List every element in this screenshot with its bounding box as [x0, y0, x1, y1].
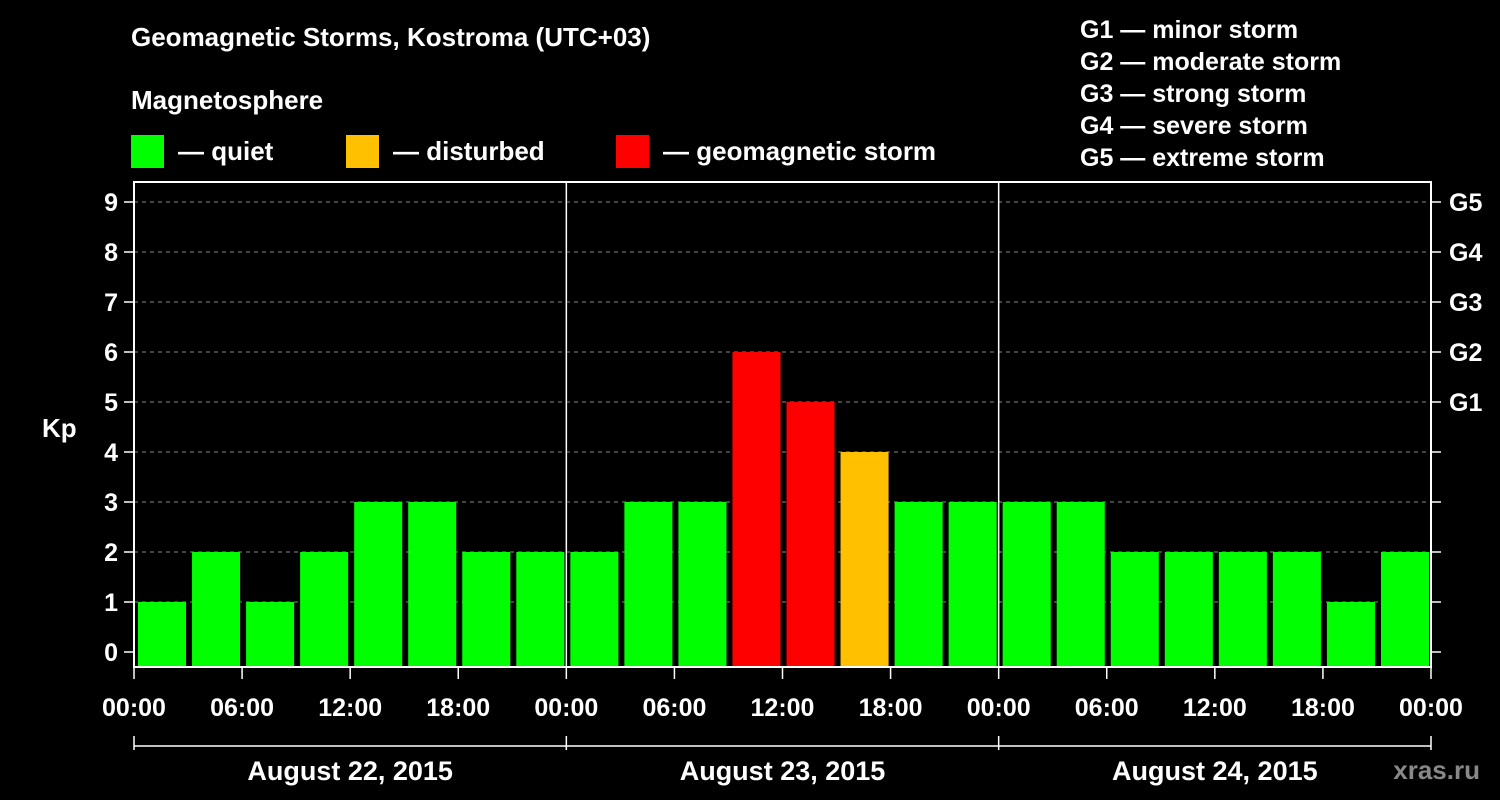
legend-swatch-storm [616, 134, 649, 168]
storm-scale-g2: G2 — moderate storm [1080, 48, 1342, 76]
x-tick-label-8: 00:00 [967, 694, 1031, 722]
kp-bar-19 [1164, 552, 1213, 667]
kp-bar-23 [1380, 552, 1429, 667]
y-tick-label-9: 9 [104, 189, 118, 217]
kp-bar-15 [948, 502, 997, 667]
y-axis-label: Kp [42, 413, 77, 443]
x-tick-label-0: 00:00 [102, 694, 166, 722]
kp-bar-4 [354, 502, 403, 667]
kp-bar-21 [1272, 552, 1321, 667]
y-tick-label-8: 8 [104, 239, 118, 267]
kp-bar-12 [786, 402, 835, 667]
kp-bar-7 [516, 552, 565, 667]
y-tick-label-4: 4 [104, 439, 118, 467]
storm-scale-g4: G4 — severe storm [1080, 112, 1308, 140]
right-axis-label-g1: G1 [1449, 389, 1482, 417]
y-tick-label-3: 3 [104, 489, 118, 517]
day-label-1: August 23, 2015 [680, 756, 886, 786]
right-axis-label-g4: G4 [1449, 239, 1482, 267]
right-axis-label-g3: G3 [1449, 289, 1482, 317]
x-tick-label-2: 12:00 [318, 694, 382, 722]
legend-swatch-quiet [131, 134, 164, 168]
storm-scale-legend: G1 — minor storm G2 — moderate storm G3 … [1080, 14, 1341, 174]
y-tick-label-6: 6 [104, 339, 118, 367]
x-tick-label-10: 12:00 [1183, 694, 1247, 722]
y-tick-label-7: 7 [104, 289, 118, 317]
x-tick-label-12: 00:00 [1399, 694, 1463, 722]
kp-bar-10 [678, 502, 727, 667]
storm-scale-g1: G1 — minor storm [1080, 16, 1299, 44]
y-tick-label-2: 2 [104, 539, 118, 567]
right-axis-label-g5: G5 [1449, 189, 1482, 217]
legend-item-storm: — geomagnetic storm [616, 134, 936, 168]
chart-subtitle: Magnetosphere [131, 85, 324, 115]
storm-scale-g3: G3 — strong storm [1080, 80, 1307, 108]
kp-bar-0 [138, 602, 187, 667]
watermark: xras.ru [1393, 755, 1480, 785]
legend-label-storm: — geomagnetic storm [663, 135, 937, 166]
x-tick-label-9: 06:00 [1075, 694, 1139, 722]
legend-label-quiet: — quiet [178, 135, 274, 166]
kp-bar-16 [1002, 502, 1051, 667]
legend-swatch-disturbed [346, 134, 379, 168]
storm-scale-g5: G5 — extreme storm [1080, 144, 1325, 172]
kp-bar-18 [1110, 552, 1159, 667]
kp-bar-13 [840, 452, 889, 667]
kp-bar-22 [1326, 602, 1375, 667]
x-tick-label-11: 18:00 [1291, 694, 1355, 722]
kp-bar-17 [1056, 502, 1105, 667]
x-tick-label-1: 06:00 [210, 694, 274, 722]
day-label-0: August 22, 2015 [247, 756, 453, 786]
x-tick-label-3: 18:00 [426, 694, 490, 722]
day-label-2: August 24, 2015 [1112, 756, 1318, 786]
kp-bar-14 [894, 502, 943, 667]
kp-bar-20 [1218, 552, 1267, 667]
legend-item-disturbed: — disturbed [346, 134, 545, 168]
x-tick-label-4: 00:00 [534, 694, 598, 722]
x-tick-label-7: 18:00 [859, 694, 923, 722]
legend-label-disturbed: — disturbed [393, 135, 545, 166]
kp-bar-3 [300, 552, 349, 667]
y-tick-label-0: 0 [104, 639, 118, 667]
kp-bar-1 [192, 552, 241, 667]
kp-bar-2 [246, 602, 295, 667]
kp-bar-5 [408, 502, 457, 667]
kp-bar-9 [624, 502, 673, 667]
kp-bar-6 [462, 552, 511, 667]
legend-item-quiet: — quiet [131, 134, 273, 168]
x-tick-label-6: 12:00 [751, 694, 815, 722]
x-tick-label-5: 06:00 [642, 694, 706, 722]
right-axis-label-g2: G2 [1449, 339, 1482, 367]
kp-bar-11 [732, 352, 781, 667]
y-tick-label-1: 1 [104, 589, 118, 617]
y-tick-label-5: 5 [104, 389, 118, 417]
chart-title: Geomagnetic Storms, Kostroma (UTC+03) [131, 22, 651, 52]
kp-bar-8 [570, 552, 619, 667]
